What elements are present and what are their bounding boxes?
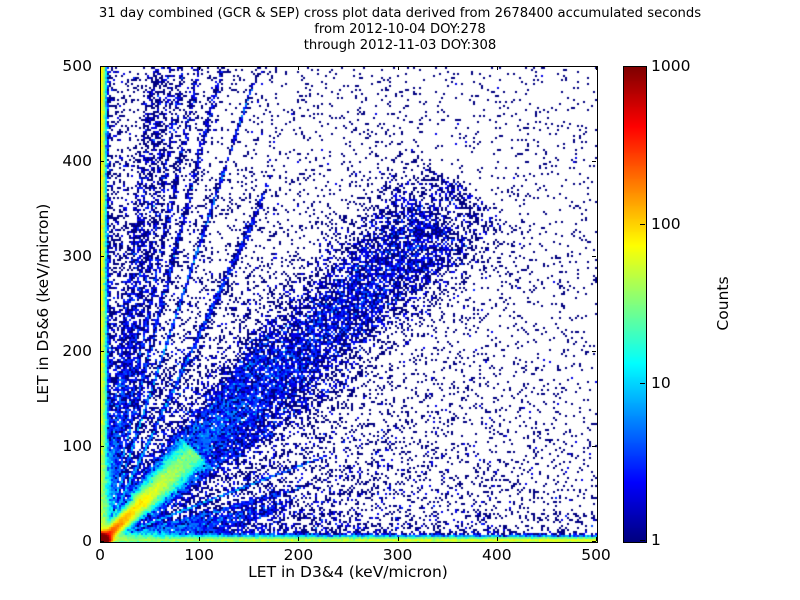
x-tick-mark-top <box>100 66 101 70</box>
y-tick-label: 100 <box>62 437 92 455</box>
colorbar <box>623 66 647 543</box>
y-tick-mark <box>100 351 104 352</box>
y-tick-mark-right <box>592 66 596 67</box>
colorbar-tick-label: 100 <box>651 215 681 234</box>
colorbar-tick-mark <box>640 540 645 541</box>
scatter-density-plot <box>101 67 597 542</box>
colorbar-tick-mark <box>640 224 645 226</box>
x-axis-label: LET in D3&4 (keV/micron) <box>248 563 448 581</box>
colorbar-tick-label: 10 <box>651 373 671 392</box>
y-tick-mark <box>100 541 104 542</box>
x-tick-label: 300 <box>382 546 413 564</box>
chart-title: 31 day combined (GCR & SEP) cross plot d… <box>0 6 800 54</box>
colorbar-tick-mark <box>640 66 645 67</box>
title-line-2: from 2012-10-04 DOY:278 <box>314 22 486 37</box>
x-tick-label: 0 <box>95 546 105 564</box>
y-axis-label: LET in D5&6 (keV/micron) <box>34 203 52 404</box>
y-tick-mark <box>100 446 104 447</box>
colorbar-tick-mark <box>640 382 645 384</box>
title-line-3: through 2012-11-03 DOY:308 <box>303 38 497 53</box>
x-tick-mark <box>596 537 597 541</box>
x-tick-mark <box>199 537 201 541</box>
y-tick-label: 200 <box>62 342 92 360</box>
x-tick-mark-top <box>596 66 597 70</box>
x-tick-mark-top <box>496 66 498 70</box>
y-tick-label: 0 <box>82 532 92 550</box>
y-tick-mark <box>100 256 104 257</box>
y-tick-mark-right <box>592 161 596 162</box>
y-tick-label: 400 <box>62 152 92 170</box>
colorbar-tick-label: 1000 <box>651 57 691 75</box>
x-tick-mark <box>100 537 101 541</box>
x-tick-label: 200 <box>283 546 314 564</box>
x-tick-mark-top <box>199 66 201 70</box>
x-tick-mark-top <box>397 66 399 70</box>
y-tick-mark-right <box>592 256 596 257</box>
y-tick-mark <box>100 161 104 162</box>
title-line-1: 31 day combined (GCR & SEP) cross plot d… <box>98 6 702 21</box>
x-tick-mark <box>397 537 399 541</box>
x-tick-mark <box>298 537 300 541</box>
colorbar-gradient <box>624 67 646 542</box>
colorbar-tick-label: 1 <box>651 531 661 549</box>
x-tick-label: 500 <box>581 546 611 564</box>
plot-area <box>100 66 598 543</box>
x-tick-mark-top <box>298 66 300 70</box>
x-tick-mark <box>496 537 498 541</box>
y-tick-mark-right <box>592 351 596 352</box>
y-tick-label: 300 <box>62 247 92 265</box>
y-tick-mark-right <box>592 541 596 542</box>
y-tick-mark <box>100 66 104 67</box>
y-tick-label: 500 <box>62 57 92 75</box>
x-tick-label: 100 <box>184 546 214 564</box>
colorbar-label: Counts <box>714 276 732 331</box>
x-tick-label: 400 <box>482 546 512 564</box>
y-tick-mark-right <box>592 446 596 447</box>
